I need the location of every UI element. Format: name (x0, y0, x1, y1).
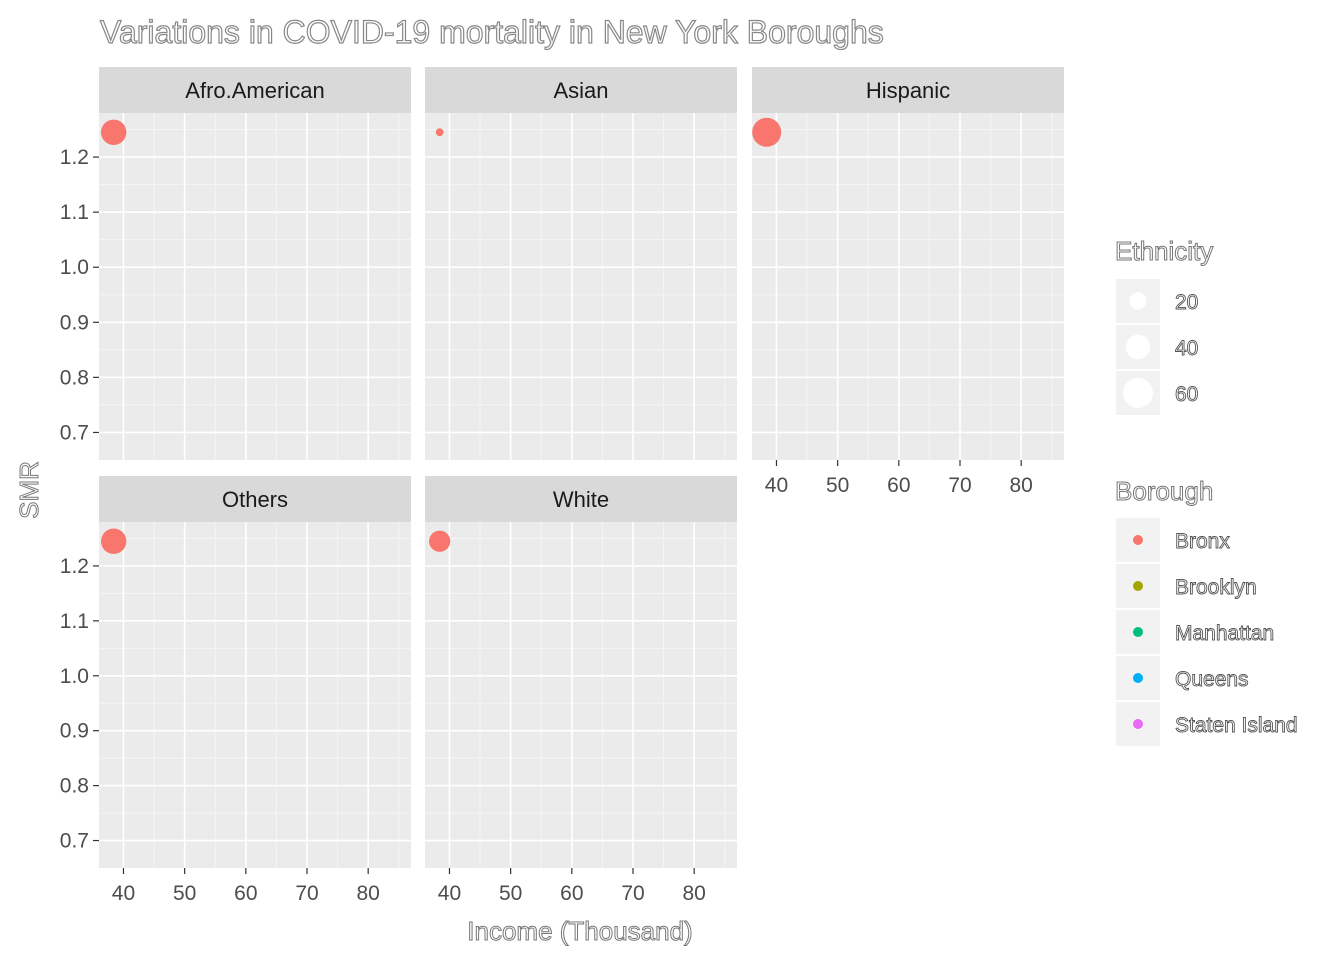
ethnicity-legend-label: 20 (1175, 291, 1198, 314)
y-tick-label: 0.7 (60, 830, 89, 853)
data-point (752, 117, 782, 147)
borough-legend-label: Manhattan (1175, 622, 1274, 645)
borough-legend-symbol-brooklyn (1133, 581, 1143, 591)
x-tick-label: 50 (173, 882, 196, 905)
y-tick-label: 1.0 (60, 256, 89, 279)
points-afro-american (100, 119, 127, 145)
borough-legend-symbol-manhattan (1133, 627, 1143, 637)
ethnicity-legend-symbol (1129, 292, 1147, 310)
panel-background-hispanic (752, 113, 1064, 460)
y-tick-label: 0.9 (60, 311, 89, 334)
x-tick-label: 60 (234, 882, 257, 905)
x-tick-label: 50 (826, 474, 849, 497)
y-tick-label: 1.2 (60, 146, 89, 169)
chart-title: Variations in COVID-19 mortality in New … (100, 14, 884, 50)
facet-strip-afro-american (99, 67, 411, 113)
points-hispanic (752, 117, 782, 147)
x-tick-label: 80 (1009, 474, 1032, 497)
panel-background-others (99, 522, 411, 868)
ethnicity-legend-symbol (1125, 334, 1151, 360)
data-point (429, 530, 451, 552)
facet-label-afro-american: Afro.American (185, 78, 324, 103)
x-tick-label: 40 (765, 474, 788, 497)
borough-legend-label: Staten Island (1175, 714, 1298, 737)
x-tick-label: 80 (356, 882, 379, 905)
data-point (100, 528, 127, 554)
x-axis-title: Income (Thousand) (467, 916, 692, 946)
borough-legend-symbol-queens (1133, 673, 1143, 683)
borough-legend-label: Bronx (1175, 530, 1230, 553)
data-point (435, 128, 444, 137)
points-asian (435, 128, 444, 137)
x-tick-label: 60 (560, 882, 583, 905)
x-tick-label: 70 (948, 474, 971, 497)
facet-label-hispanic: Hispanic (866, 78, 950, 103)
y-tick-label: 0.7 (60, 421, 89, 444)
panel-background-white (425, 522, 737, 868)
facet-others: Others 0.7 0.8 0.9 1.0 1.1 1.2 40 50 60 70 80 (60, 476, 411, 905)
facet-label-asian: Asian (553, 78, 608, 103)
x-tick-label: 50 (499, 882, 522, 905)
y-tick-label: 1.2 (60, 555, 89, 578)
ethnicity-legend: Ethnicity 20 40 60 (1115, 236, 1214, 415)
y-axis-title: SMR (14, 461, 44, 519)
y-tick-label: 0.9 (60, 720, 89, 743)
facet-hispanic: Hispanic 40 50 60 70 80 (752, 67, 1064, 497)
facet-white: White 40 50 60 70 80 (425, 476, 737, 905)
x-tick-label: 40 (438, 882, 461, 905)
y-tick-label: 1.0 (60, 665, 89, 688)
facet-strip-white (425, 476, 737, 522)
borough-legend-title: Borough (1115, 476, 1213, 506)
ethnicity-legend-label: 60 (1175, 383, 1198, 406)
facet-label-white: White (553, 487, 609, 512)
points-others (100, 528, 127, 554)
borough-legend-symbol-staten-island (1133, 719, 1143, 729)
x-tick-label: 70 (621, 882, 644, 905)
facet-strip-hispanic (752, 67, 1064, 113)
facet-asian: Asian (425, 67, 737, 460)
y-tick-label: 1.1 (60, 201, 89, 224)
facet-strip-asian (425, 67, 737, 113)
borough-legend-symbol-bronx (1133, 535, 1143, 545)
y-tick-label: 0.8 (60, 775, 89, 798)
y-tick-label: 0.8 (60, 366, 89, 389)
ethnicity-legend-symbol (1123, 378, 1153, 408)
y-tick-label: 1.1 (60, 610, 89, 633)
x-tick-label: 70 (295, 882, 318, 905)
points-white (429, 530, 451, 552)
x-tick-label: 80 (682, 882, 705, 905)
facet-label-others: Others (222, 487, 288, 512)
x-tick-label: 40 (112, 882, 135, 905)
borough-legend: Borough Bronx Brooklyn Manhattan Queens Stat… (1115, 476, 1298, 746)
ethnicity-legend-title: Ethnicity (1115, 236, 1213, 266)
data-point (100, 119, 127, 145)
facet-afro-american: Afro.American 0.7 0.8 0.9 1.0 1.1 1.2 (60, 67, 411, 460)
x-tick-label: 60 (887, 474, 910, 497)
borough-legend-label: Queens (1175, 668, 1249, 691)
panel-background-afro-american (99, 113, 411, 460)
borough-legend-label: Brooklyn (1175, 576, 1257, 599)
facet-strip-others (99, 476, 411, 522)
panel-background-asian (425, 113, 737, 460)
ethnicity-legend-label: 40 (1175, 337, 1198, 360)
facet-panels: Afro.American 0.7 0.8 0.9 1.0 1.1 1.2 Asian Hisp… (60, 67, 1064, 905)
